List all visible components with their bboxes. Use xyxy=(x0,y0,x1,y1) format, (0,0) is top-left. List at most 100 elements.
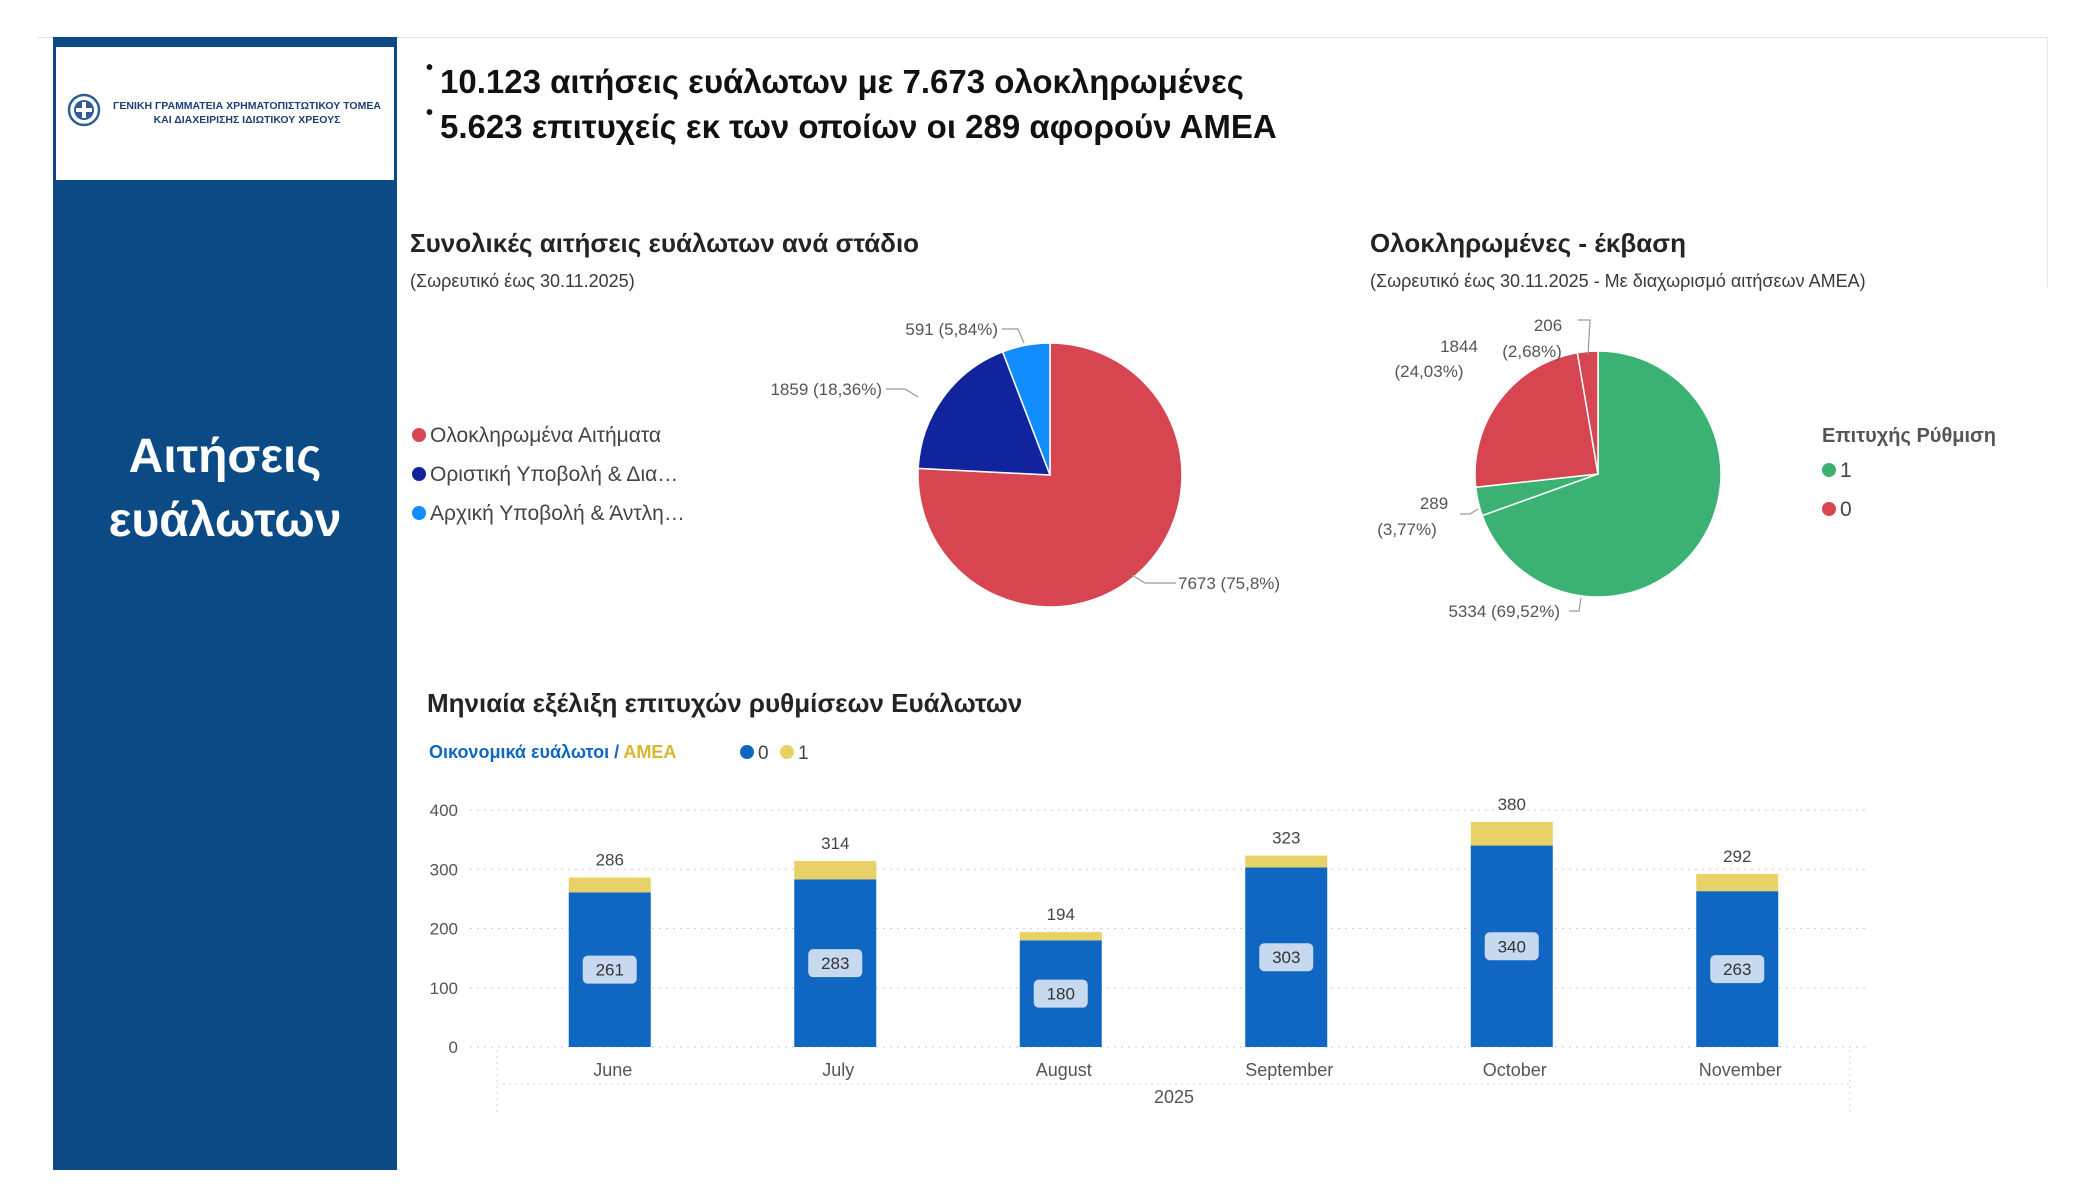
x-tick-label: October xyxy=(1483,1060,1547,1080)
leader-1844 xyxy=(1578,319,1591,356)
y-tick-label: 200 xyxy=(430,920,458,939)
bar-segment-series-1[interactable] xyxy=(1019,932,1102,941)
y-tick-label: 300 xyxy=(430,860,458,879)
data-label-series-0: 283 xyxy=(821,954,849,973)
pie-label-206: 206 xyxy=(1534,316,1562,335)
sidebar-title-line-2: ευάλωτων xyxy=(108,494,342,547)
logo-line-1: ΓΕΝΙΚΗ ΓΡΑΜΜΑΤΕΙΑ ΧΡΗΜΑΤΟΠΙΣΤΩΤΙΚΟΥ ΤΟΜΕ… xyxy=(113,100,381,112)
emblem-icon xyxy=(67,93,101,127)
x-tick-label: July xyxy=(822,1060,854,1080)
monthly-chart-title: Μηνιαία εξέλιξη επιτυχών ρυθμίσεων Ευάλω… xyxy=(427,688,1023,718)
legend-label: Αρχική Υποβολή & Άντλη… xyxy=(430,502,685,525)
data-label-series-0: 340 xyxy=(1498,937,1526,956)
pie-label-206-pct: (2,68%) xyxy=(1502,342,1562,361)
kpi-bullet-2: • 5.623 επιτυχείς εκ των οποίων οι 289 α… xyxy=(426,102,1277,146)
sidebar-title: Αιτήσεις ευάλωτων xyxy=(53,425,397,553)
legend-label: 1 xyxy=(1840,459,1852,482)
bar-segment-series-1[interactable] xyxy=(1245,855,1328,868)
pie-slice-final-submission[interactable] xyxy=(917,350,1052,476)
x-tick-label: June xyxy=(593,1060,632,1080)
leader-final xyxy=(886,388,919,398)
data-label-total: 323 xyxy=(1272,829,1300,848)
leader-289 xyxy=(1460,508,1479,515)
legend-item-success-1[interactable]: 1 xyxy=(1822,459,1852,483)
data-label-series-0: 263 xyxy=(1723,960,1751,979)
pie-label-initial: 591 (5,84%) xyxy=(905,320,998,339)
kpi-bullet-text: 10.123 αιτήσεις ευάλωτων με 7.673 ολοκλη… xyxy=(440,63,1244,100)
bar-segment-series-1[interactable] xyxy=(1696,873,1779,892)
legend-caption-amea: ΑΜΕΑ xyxy=(623,742,677,762)
pie-slice-success-5334[interactable] xyxy=(1481,350,1722,598)
legend-item-initial-submission[interactable]: Αρχική Υποβολή & Άντλη… xyxy=(412,502,685,526)
logo-text: ΓΕΝΙΚΗ ΓΡΑΜΜΑΤΕΙΑ ΧΡΗΜΑΤΟΠΙΣΤΩΤΙΚΟΥ ΤΟΜΕ… xyxy=(104,99,390,127)
data-label-total: 380 xyxy=(1498,795,1526,814)
outcome-legend-title: Επιτυχής Ρύθμιση xyxy=(1822,425,1996,447)
legend-item-final-submission[interactable]: Οριστική Υποβολή & Δια… xyxy=(412,463,678,487)
bar-segment-series-1[interactable] xyxy=(1470,821,1553,846)
x-tick-label: September xyxy=(1245,1060,1333,1080)
monthly-legend-caption: Οικονομικά ευάλωτοι / ΑΜΕΑ xyxy=(429,742,676,763)
legend-dot xyxy=(740,745,754,759)
stages-pie-chart: 7673 (75,8%) 1859 (18,36%) 591 (5,84%) xyxy=(770,320,1280,608)
data-label-box xyxy=(582,955,637,984)
frame-top-border xyxy=(38,37,2048,38)
bar-segment-series-1[interactable] xyxy=(568,877,651,893)
legend-dot xyxy=(412,428,426,442)
data-label-total: 292 xyxy=(1723,847,1751,866)
logo-box xyxy=(56,47,394,180)
pie-label-289-pct: (3,77%) xyxy=(1377,520,1437,539)
legend-caption-vulnerable: Οικονομικά ευάλωτοι / xyxy=(429,742,624,762)
kpi-bullet-1: • 10.123 αιτήσεις ευάλωτων με 7.673 ολοκ… xyxy=(426,57,1244,101)
data-label-series-0: 303 xyxy=(1272,948,1300,967)
legend-item-series-0[interactable]: 0 xyxy=(740,743,769,765)
outcome-pie-chart: 5334 (69,52%) 289 (3,77%) 1844 (24,03%) … xyxy=(1377,316,1722,621)
legend-dot xyxy=(780,745,794,759)
data-label-series-0: 180 xyxy=(1047,985,1075,1004)
leader-completed xyxy=(1131,574,1176,584)
pie-slice-initial-submission[interactable] xyxy=(1001,342,1051,476)
x-tick-label: August xyxy=(1036,1060,1092,1080)
data-label-box xyxy=(1259,943,1314,972)
legend-label: 0 xyxy=(758,743,769,764)
y-tick-label: 0 xyxy=(449,1038,458,1057)
pie-slice-fail-1844[interactable] xyxy=(1474,351,1599,489)
legend-item-series-1[interactable]: 1 xyxy=(780,743,809,765)
pie-label-final: 1859 (18,36%) xyxy=(770,380,882,399)
x-group-label: 2025 xyxy=(1154,1087,1194,1107)
frame-right-border xyxy=(2047,37,2048,287)
data-label-box xyxy=(808,949,863,978)
outcome-chart-title: Ολοκληρωμένες - έκβαση xyxy=(1370,228,1686,258)
legend-item-success-0[interactable]: 0 xyxy=(1822,498,1852,522)
pie-label-1844: 1844 xyxy=(1440,337,1478,356)
pie-label-1844-pct: (24,03%) xyxy=(1395,362,1464,381)
bullet-dot: • xyxy=(426,57,434,79)
sidebar-panel xyxy=(53,37,397,1170)
legend-label: Οριστική Υποβολή & Δια… xyxy=(430,463,679,486)
pie-slices xyxy=(1474,350,1722,598)
y-tick-label: 400 xyxy=(430,801,458,820)
x-tick-label: November xyxy=(1699,1060,1782,1080)
legend-label: 1 xyxy=(798,743,809,764)
data-label-total: 194 xyxy=(1047,905,1075,924)
leader-initial xyxy=(1002,328,1025,344)
data-label-series-0: 261 xyxy=(596,961,624,980)
legend-label: 0 xyxy=(1840,498,1852,521)
bullet-dot: • xyxy=(426,102,434,124)
stages-chart-title: Συνολικές αιτήσεις ευάλωτων ανά στάδιο xyxy=(410,228,920,258)
data-label-box xyxy=(1484,932,1539,961)
legend-item-completed[interactable]: Ολοκληρωμένα Αιτήματα xyxy=(412,424,661,448)
outcome-chart-subtitle: (Σωρευτικό έως 30.11.2025 - Με διαχωρισμ… xyxy=(1370,271,1866,291)
data-label-total: 314 xyxy=(821,834,849,853)
legend-dot xyxy=(1822,502,1836,516)
sidebar-title-line-1: Αιτήσεις xyxy=(128,430,322,483)
legend-label: Ολοκληρωμένα Αιτήματα xyxy=(430,424,662,447)
data-label-box xyxy=(1710,955,1765,984)
pie-label-5334: 5334 (69,52%) xyxy=(1448,602,1560,621)
data-label-box xyxy=(1033,979,1088,1008)
bar-segment-series-1[interactable] xyxy=(794,860,877,880)
data-label-total: 286 xyxy=(596,851,624,870)
kpi-bullet-text: 5.623 επιτυχείς εκ των οποίων οι 289 αφο… xyxy=(440,108,1277,145)
legend-dot xyxy=(412,506,426,520)
pie-slices xyxy=(917,342,1183,608)
y-tick-label: 100 xyxy=(430,979,458,998)
